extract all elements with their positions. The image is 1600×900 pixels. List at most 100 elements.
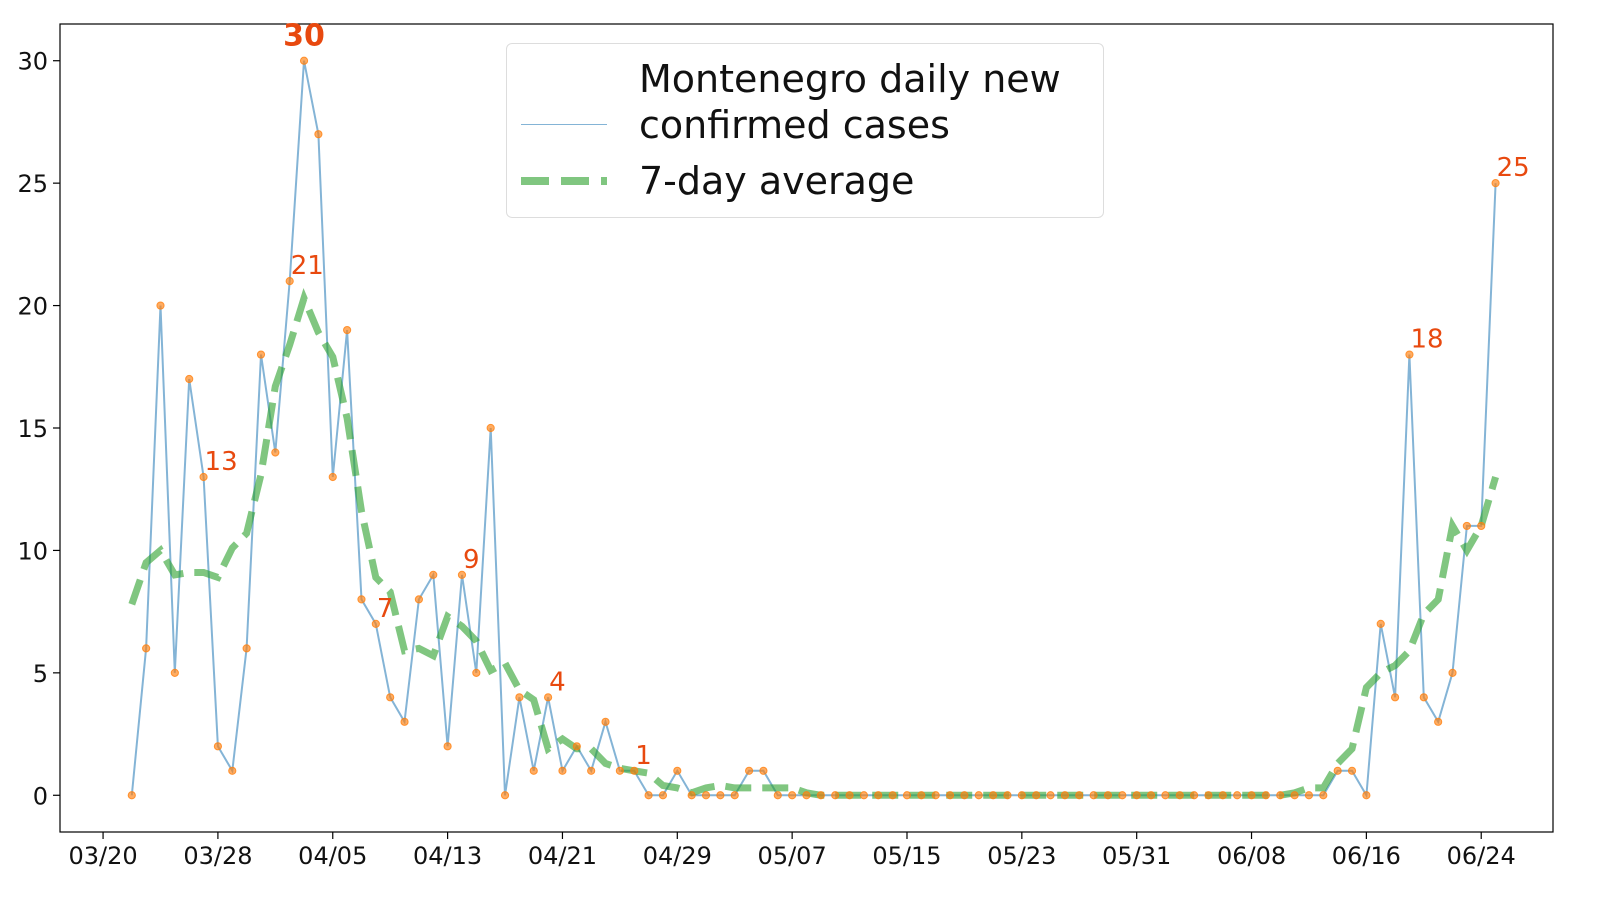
data-point <box>1462 521 1471 531</box>
data-point <box>429 570 438 580</box>
data-point <box>1146 791 1156 800</box>
y-tick-label: 20 <box>17 293 48 321</box>
data-point <box>1304 791 1314 800</box>
data-point <box>1419 693 1428 702</box>
data-point <box>845 791 854 800</box>
data-point <box>1032 791 1041 800</box>
data-point <box>199 472 208 482</box>
data-point <box>457 570 467 580</box>
x-tick-label: 06/16 <box>1332 842 1401 870</box>
data-point <box>543 693 553 702</box>
data-point <box>314 130 323 139</box>
data-point <box>1276 791 1285 800</box>
data-point <box>744 766 754 775</box>
data-point <box>1376 619 1385 628</box>
data-point <box>1175 791 1184 800</box>
data-point <box>989 791 998 800</box>
legend-label: Montenegro daily new confirmed cases <box>639 57 1061 147</box>
x-tick-label: 04/13 <box>413 842 482 870</box>
data-point <box>658 791 668 800</box>
x-tick-label: 04/05 <box>298 842 367 870</box>
x-tick-label: 03/20 <box>68 842 137 870</box>
legend-label: 7-day average <box>639 159 915 203</box>
data-point <box>472 668 481 677</box>
data-point <box>271 448 280 457</box>
data-point <box>773 791 782 800</box>
data-point <box>1347 766 1357 775</box>
x-tick-label: 03/28 <box>183 842 252 870</box>
legend-entry: 7-day average <box>507 158 1099 204</box>
legend-entry: Montenegro daily new confirmed cases <box>507 56 1099 148</box>
x-tick-label: 06/08 <box>1217 842 1286 870</box>
x-tick-label: 06/24 <box>1447 842 1516 870</box>
data-point <box>1261 791 1270 800</box>
data-point <box>228 766 237 775</box>
data-point <box>371 619 380 628</box>
data-point <box>1003 791 1012 800</box>
data-point <box>242 644 251 653</box>
data-point <box>1089 791 1098 800</box>
data-label: 13 <box>205 447 238 477</box>
y-tick-label: 5 <box>33 660 48 688</box>
data-point <box>1060 791 1070 800</box>
data-point <box>1046 791 1055 800</box>
data-point <box>615 766 624 775</box>
data-point <box>1218 791 1227 800</box>
y-tick-label: 15 <box>17 415 48 443</box>
data-point <box>1290 791 1299 800</box>
data-point <box>343 325 352 335</box>
data-point <box>156 301 165 310</box>
data-label: 9 <box>463 545 480 575</box>
data-point <box>558 766 567 775</box>
data-point <box>1405 350 1414 359</box>
data-point <box>630 766 639 775</box>
data-point <box>716 791 725 800</box>
data-point <box>1075 791 1084 800</box>
data-point <box>328 472 337 482</box>
data-point <box>1333 766 1342 775</box>
data-point <box>931 791 940 800</box>
data-point <box>687 791 696 800</box>
data-point <box>299 56 309 65</box>
data-point <box>831 791 840 800</box>
data-point <box>917 791 926 800</box>
data-point <box>1448 668 1457 677</box>
data-label: 1 <box>635 741 652 771</box>
data-point <box>644 791 653 800</box>
data-point <box>443 742 452 751</box>
data-point <box>1477 521 1486 531</box>
x-tick-label: 04/29 <box>643 842 712 870</box>
data-point <box>127 791 136 800</box>
data-point <box>170 668 179 677</box>
x-tick-label: 05/31 <box>1102 842 1171 870</box>
data-point <box>1390 693 1400 702</box>
data-point <box>1103 791 1113 800</box>
data-point <box>1190 791 1199 800</box>
data-point <box>285 276 294 286</box>
data-point <box>673 766 682 775</box>
data-label: 4 <box>549 667 566 697</box>
data-point <box>1204 791 1213 800</box>
data-point <box>515 693 524 702</box>
data-point <box>759 766 768 775</box>
data-point <box>1247 791 1256 800</box>
data-point <box>945 791 955 800</box>
data-point <box>1132 791 1141 800</box>
data-label: 18 <box>1410 325 1443 355</box>
data-point <box>701 791 711 800</box>
x-tick-label: 05/23 <box>987 842 1056 870</box>
data-point <box>802 791 811 800</box>
data-point <box>414 595 423 604</box>
data-point <box>888 791 897 800</box>
data-label: 7 <box>377 594 394 624</box>
data-point <box>859 791 869 800</box>
data-point <box>572 742 581 751</box>
data-point <box>500 791 510 800</box>
data-point <box>185 374 194 384</box>
data-point <box>357 595 366 604</box>
legend-key <box>521 124 607 125</box>
data-point <box>1362 791 1371 800</box>
x-tick-label: 05/07 <box>758 842 827 870</box>
y-tick-label: 25 <box>17 170 48 198</box>
